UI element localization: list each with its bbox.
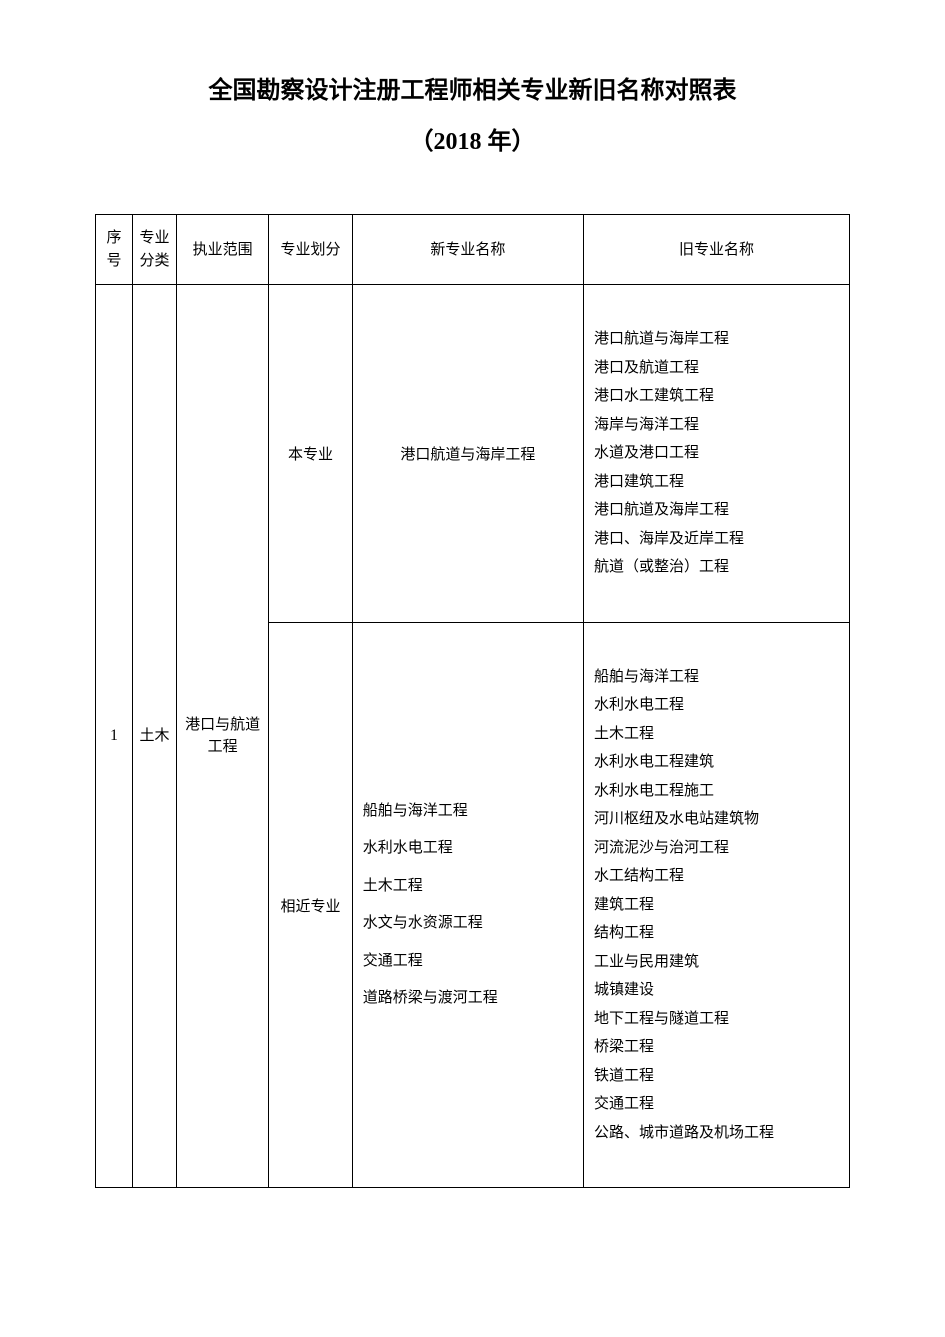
table-row: 1土木港口与航道工程本专业港口航道与海岸工程港口航道与海岸工程港口及航道工程港口… [96,285,850,623]
cell-seq: 1 [96,285,133,1188]
header-new-name: 新专业名称 [352,215,583,285]
cell-scope: 港口与航道工程 [176,285,269,1188]
document-subtitle: （2018 年） [95,121,850,164]
comparison-table: 序号 专业分类 执业范围 专业划分 新专业名称 旧专业名称 1土木港口与航道工程… [95,214,850,1188]
cell-division: 本专业 [269,285,352,623]
cell-old-name: 港口航道与海岸工程港口及航道工程港口水工建筑工程海岸与海洋工程水道及港口工程港口… [583,285,849,623]
header-scope: 执业范围 [176,215,269,285]
cell-new-name: 船舶与海洋工程水利水电工程土木工程水文与水资源工程交通工程道路桥梁与渡河工程 [352,622,583,1188]
header-category: 专业分类 [133,215,177,285]
header-seq: 序号 [96,215,133,285]
cell-new-name: 港口航道与海岸工程 [352,285,583,623]
cell-division: 相近专业 [269,622,352,1188]
header-old-name: 旧专业名称 [583,215,849,285]
cell-old-name: 船舶与海洋工程水利水电工程土木工程水利水电工程建筑水利水电工程施工河川枢纽及水电… [583,622,849,1188]
cell-category: 土木 [133,285,177,1188]
table-header-row: 序号 专业分类 执业范围 专业划分 新专业名称 旧专业名称 [96,215,850,285]
header-division: 专业划分 [269,215,352,285]
document-title: 全国勘察设计注册工程师相关专业新旧名称对照表 [95,70,850,113]
